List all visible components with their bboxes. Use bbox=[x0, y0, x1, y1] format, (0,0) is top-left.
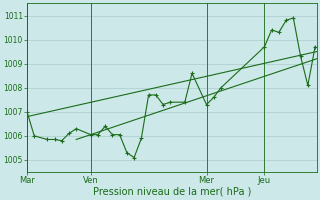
X-axis label: Pression niveau de la mer( hPa ): Pression niveau de la mer( hPa ) bbox=[92, 187, 251, 197]
